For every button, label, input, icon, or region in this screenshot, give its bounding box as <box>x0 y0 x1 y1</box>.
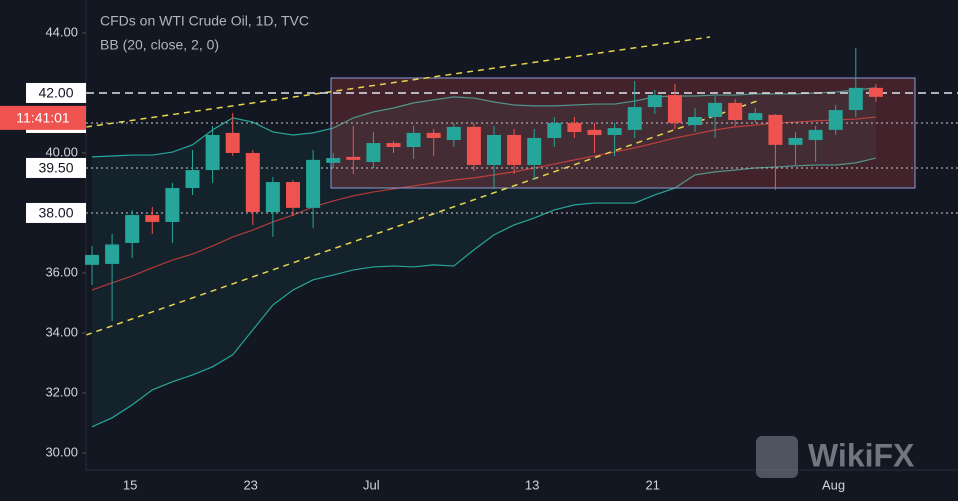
candle-body <box>808 129 823 141</box>
candle-body <box>587 129 602 135</box>
candle-body <box>868 87 883 97</box>
x-tick-label: Aug <box>822 477 845 492</box>
candle-body <box>748 113 763 120</box>
candle-body <box>145 215 160 222</box>
candle-body <box>607 128 622 135</box>
level-label-box <box>26 82 86 103</box>
level-label-box <box>26 157 86 178</box>
y-tick-label: 32.00 <box>45 384 78 399</box>
candle-body <box>507 134 522 165</box>
candle-body <box>487 134 501 165</box>
candle-body <box>205 134 220 171</box>
level-label: 39.50 <box>38 160 73 176</box>
candle-body <box>728 102 743 120</box>
level-label-box <box>26 202 86 223</box>
watermark-logo <box>756 436 798 478</box>
candle-body <box>547 122 562 138</box>
candle-body <box>466 126 481 165</box>
candle-body <box>527 137 542 165</box>
candle-body <box>265 182 280 213</box>
candle-body <box>768 114 783 145</box>
candle-body <box>647 95 662 108</box>
level-label: 42.00 <box>38 85 73 101</box>
countdown: 11:41:01 <box>16 110 70 126</box>
candle-body <box>627 107 642 130</box>
band-fill <box>92 87 876 427</box>
bb-line <box>91 116 876 291</box>
trend-line-lower <box>85 99 761 336</box>
chart-title: CFDs on WTI Crude Oil, 1D, TVC <box>100 13 309 29</box>
y-tick-label: 44.00 <box>45 24 78 39</box>
candle-body <box>708 102 723 117</box>
countdown-box <box>0 105 86 130</box>
y-tick-label: 36.00 <box>45 264 78 279</box>
x-tick-label: 21 <box>645 477 659 492</box>
candle-body <box>567 122 582 132</box>
candle-body <box>125 215 140 243</box>
y-tick-label: 30.00 <box>45 444 78 459</box>
candle-body <box>286 182 300 208</box>
candle-body <box>828 110 843 130</box>
candle-body <box>366 143 381 162</box>
candle-body <box>326 158 341 163</box>
level-label: 38.00 <box>38 205 73 221</box>
candle-body <box>788 137 803 145</box>
y-tick-label: 34.00 <box>45 324 78 339</box>
bb-line <box>91 87 876 158</box>
candle-body <box>446 126 461 141</box>
bb-line <box>91 157 877 428</box>
candle-body <box>105 244 120 264</box>
y-tick-label: 40.00 <box>45 144 78 159</box>
candle-body <box>225 132 240 153</box>
watermark: WikiFX <box>808 437 915 473</box>
candle-body <box>426 132 441 138</box>
x-tick-label: 23 <box>243 477 257 492</box>
candle-body <box>346 156 361 160</box>
x-tick-label: Jul <box>363 477 380 492</box>
candle-body <box>185 170 200 189</box>
candle-body <box>667 95 682 123</box>
candle-body <box>165 188 180 222</box>
candle-body <box>85 254 99 265</box>
candle-body <box>406 132 421 147</box>
x-tick-label: 13 <box>525 477 539 492</box>
candle-body <box>848 87 863 111</box>
candle-body <box>688 116 702 126</box>
chart-subtitle: BB (20, close, 2, 0) <box>100 37 219 53</box>
candle-body <box>245 152 260 213</box>
candle-body <box>386 143 401 147</box>
x-tick-label: 15 <box>123 477 137 492</box>
candle-body <box>306 159 321 208</box>
